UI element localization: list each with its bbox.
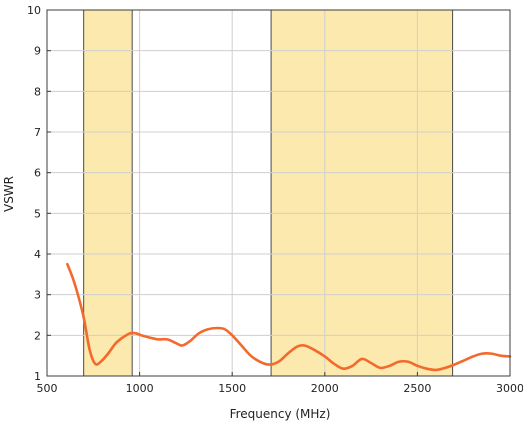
y-axis-label: VSWR	[2, 176, 16, 212]
y-tick-label-8: 8	[34, 85, 41, 98]
y-tick-labels: 1 2 3 4 5 6 7 8 9 10	[27, 4, 41, 383]
x-tick-label-500: 500	[37, 382, 58, 395]
x-tick-label-2000: 2000	[311, 382, 339, 395]
y-tick-label-3: 3	[34, 289, 41, 302]
y-tick-label-9: 9	[34, 45, 41, 58]
x-tick-label-1000: 1000	[126, 382, 154, 395]
y-tick-label-2: 2	[34, 329, 41, 342]
x-axis-label: Frequency (MHz)	[230, 407, 331, 421]
x-tick-label-2500: 2500	[403, 382, 431, 395]
highlight-band-2	[271, 10, 452, 376]
y-tick-label-6: 6	[34, 167, 41, 180]
highlight-band-1	[84, 10, 133, 376]
y-tick-label-4: 4	[34, 248, 41, 261]
y-tick-label-10: 10	[27, 4, 41, 17]
x-tick-label-1500: 1500	[218, 382, 246, 395]
highlight-bands	[84, 10, 453, 376]
y-tick-label-5: 5	[34, 207, 41, 220]
x-tick-labels: 500 1000 1500 2000 2500 3000	[37, 382, 523, 395]
x-tick-label-3000: 3000	[496, 382, 523, 395]
y-tick-label-1: 1	[34, 370, 41, 383]
y-tick-label-7: 7	[34, 126, 41, 139]
